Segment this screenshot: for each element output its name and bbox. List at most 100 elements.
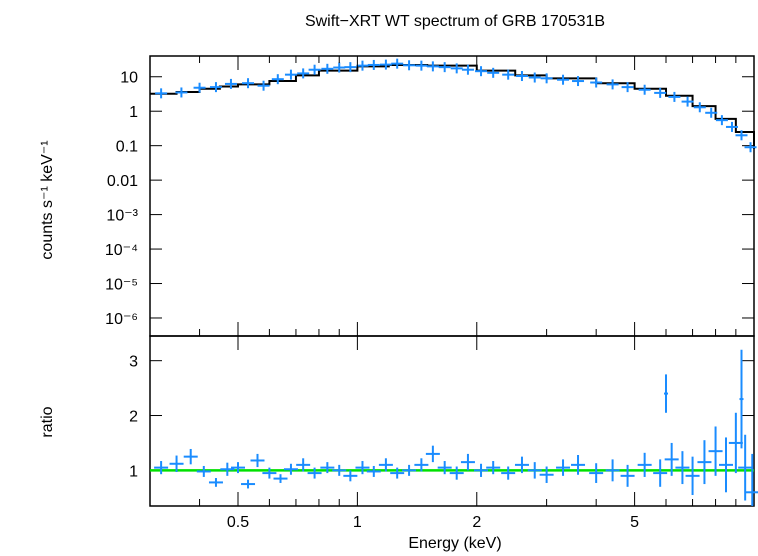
spectrum-point [175, 87, 188, 98]
spectrum-point [705, 107, 718, 118]
ratio-point [241, 479, 256, 489]
spectrum-point [415, 60, 428, 71]
ratio-point [738, 434, 753, 501]
ratio-point [745, 453, 758, 506]
spectrum-y-axis-label: counts s⁻¹ keV⁻¹ [39, 140, 56, 259]
spectrum-y-tick-label: 10 [120, 70, 138, 87]
ratio-point [296, 458, 311, 472]
spectrum-point [540, 73, 553, 84]
spectrum-point [693, 102, 706, 113]
spectrum-point [606, 79, 619, 90]
ratio-outlier-point [664, 374, 669, 413]
ratio-point [273, 474, 288, 483]
spectrum-y-tick-label: 10⁻⁴ [105, 242, 138, 259]
ratio-point [378, 458, 393, 472]
spectrum-point [487, 67, 500, 78]
ratio-point [675, 451, 690, 485]
x-tick-label: 0.5 [227, 514, 249, 531]
spectrum-y-tick-label: 10⁻⁵ [105, 277, 138, 294]
spectrum-point [475, 66, 488, 77]
ratio-point [183, 448, 198, 465]
ratio-outlier-point [739, 349, 744, 449]
spectrum-point [426, 61, 439, 72]
spectrum-point [333, 62, 346, 73]
spectrum-point [725, 121, 738, 132]
spectrum-point [242, 78, 255, 89]
ratio-y-tick-label: 2 [129, 409, 138, 426]
ratio-point [366, 465, 381, 477]
ratio-point [414, 458, 429, 472]
model-curve [150, 63, 755, 150]
ratio-point [332, 464, 347, 476]
ratio-point [474, 463, 489, 477]
ratio-point [620, 464, 635, 487]
spectrum-point [438, 62, 451, 73]
spectrum-point [379, 59, 392, 70]
spectrum-y-tick-label: 0.1 [116, 139, 138, 156]
spectrum-panel: 10 1 0.1 0.01 10⁻³ 10⁻⁴ 10⁻⁵ 10⁻⁶ [105, 55, 757, 337]
spectrum-point [744, 142, 757, 153]
spectrum-point [715, 115, 728, 126]
ratio-point [685, 456, 700, 496]
spectrum-point [557, 74, 570, 85]
ratio-point [460, 453, 475, 471]
spectrum-point [321, 63, 334, 74]
spectrum-point [572, 76, 585, 87]
x-ticks: 0.5 1 2 5 [149, 56, 755, 531]
ratio-point [250, 453, 265, 468]
ratio-point [664, 442, 679, 476]
spectrum-point [590, 77, 603, 88]
spectrum-point [621, 82, 634, 93]
spectrum-point [271, 74, 284, 85]
spectrum-point [257, 80, 270, 91]
ratio-point [719, 437, 734, 493]
spectrum-point [367, 59, 380, 70]
ratio-point [220, 462, 235, 476]
ratio-point [697, 440, 712, 485]
spectrum-point [735, 130, 748, 141]
spectrum-point [668, 91, 681, 102]
ratio-point [605, 459, 620, 482]
ratio-point [653, 459, 668, 487]
spectrum-point [528, 72, 541, 83]
ratio-point [355, 461, 370, 475]
ratio-point [637, 452, 652, 477]
x-tick-label: 5 [630, 514, 639, 531]
spectrum-point [502, 69, 515, 80]
spectrum-point [356, 60, 369, 71]
spectrum-point [461, 64, 474, 75]
ratio-point [230, 462, 245, 474]
ratio-point [307, 467, 322, 479]
spectrum-y-tick-label: 10⁻⁶ [105, 311, 138, 328]
ratio-point [262, 467, 277, 479]
ratio-y-axis-label: ratio [39, 406, 56, 437]
ratio-y-ticks: 1 2 3 [129, 354, 754, 480]
ratio-point [169, 455, 184, 472]
spectrum-point [209, 82, 222, 93]
ratio-panel: 1 2 3 [129, 335, 758, 507]
ratio-point [320, 462, 335, 474]
spectrum-point [391, 58, 404, 69]
spectrum-model [150, 63, 755, 150]
ratio-point [501, 466, 516, 480]
ratio-y-tick-label: 1 [129, 463, 138, 480]
spectrum-y-tick-label: 0.01 [107, 173, 138, 190]
ratio-point [449, 466, 464, 480]
ratio-point [571, 455, 586, 475]
ratio-frame [149, 335, 755, 507]
ratio-point [514, 456, 529, 474]
ratio-point [402, 464, 417, 476]
spectrum-point [450, 63, 463, 74]
ratio-point [343, 470, 358, 482]
spectrum-y-ticks: 10 1 0.1 0.01 10⁻³ 10⁻⁴ 10⁻⁵ 10⁻⁶ [105, 70, 754, 328]
spectrum-point [193, 82, 206, 93]
spectrum-point [344, 62, 357, 73]
spectrum-point [155, 88, 168, 99]
ratio-point [283, 463, 298, 475]
spectrum-point [308, 64, 321, 75]
spectrum-point [224, 78, 237, 89]
spectrum-y-tick-label: 10⁻³ [106, 208, 138, 225]
spectrum-frame [149, 55, 755, 337]
chart-title: Swift−XRT WT spectrum of GRB 170531B [305, 13, 605, 30]
